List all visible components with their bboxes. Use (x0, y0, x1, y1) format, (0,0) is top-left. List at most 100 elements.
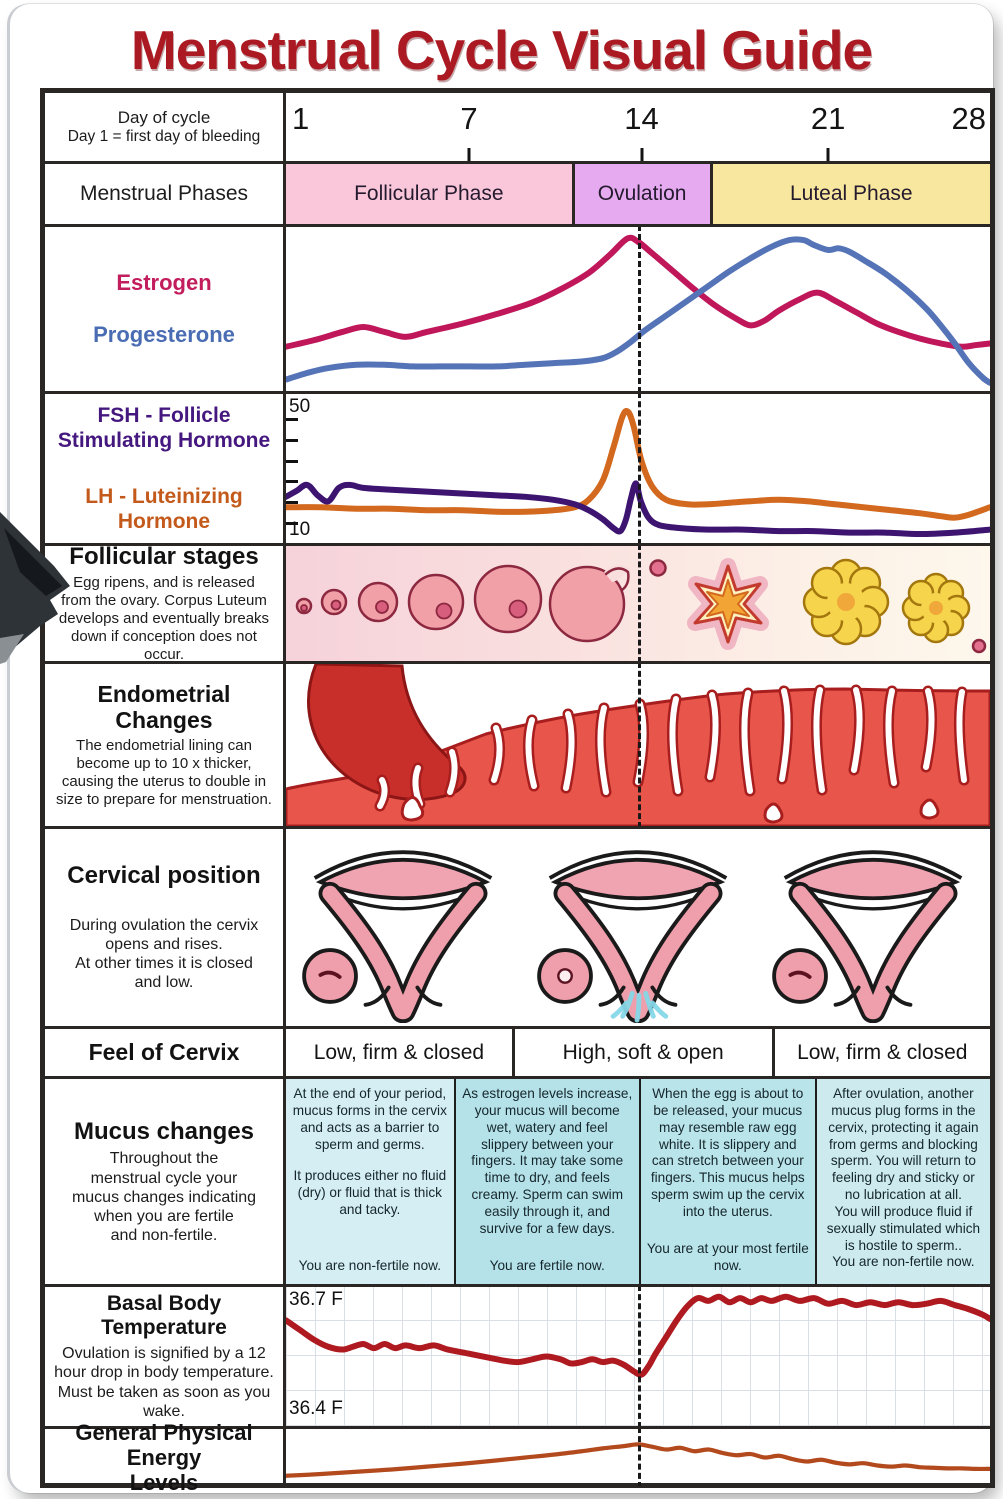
day-of-cycle-line2: Day 1 = first day of bleeding (67, 127, 261, 145)
cycle-table: Day of cycle Day 1 = first day of bleedi… (40, 88, 995, 1495)
row-basal-body-temperature: Basal Body Temperature Ovulation is sign… (45, 1287, 990, 1429)
feel-cell-luteal: Low, firm & closed (797, 1040, 968, 1064)
endometrial-illustration (286, 664, 990, 826)
estrogen-progesterone-chart (286, 234, 990, 386)
fsh-lh-label: FSH - Follicle Stimulating Hormone LH - … (45, 394, 286, 543)
cervical-body: During ovulation the cervix opens and ri… (69, 916, 259, 992)
feel-of-cervix-label: Feel of Cervix (45, 1029, 286, 1076)
mucus-4-p1: After ovulation, another mucus plug form… (828, 1086, 979, 1203)
day-14-tick (640, 148, 644, 161)
mucus-4-footer: You are non-fertile now. (832, 1254, 975, 1270)
bbt-label: Basal Body Temperature Ovulation is sign… (45, 1287, 286, 1426)
mucus-2-footer: You are fertile now. (489, 1258, 605, 1274)
day-28: 28 (951, 101, 986, 136)
cervical-illustrations (286, 829, 990, 1026)
feel-of-cervix-title: Feel of Cervix (88, 1039, 240, 1066)
energy-label: General Physical Energy Levels (45, 1420, 286, 1495)
day-numbers: 1 7 14 21 28 (286, 93, 990, 161)
phase-ovulation: Ovulation (574, 164, 713, 224)
follicular-stages-illustration (286, 546, 990, 661)
ovulation-dashed-line (638, 664, 641, 826)
endometrial-body: The endometrial lining can become up to … (56, 737, 272, 809)
ovulation-dashed-line (638, 394, 641, 543)
axis-tick (286, 501, 298, 505)
row-feel-of-cervix: Feel of Cervix Low, firm & closed High, … (45, 1029, 990, 1079)
bbt-chart-cell: 36.7 F 36.4 F (286, 1287, 990, 1426)
mucus-title: Mucus changes (73, 1117, 255, 1145)
mucus-cell-1: At the end of your period, mucus forms i… (286, 1079, 456, 1284)
bbt-body: Ovulation is signified by a 12 hour drop… (54, 1345, 274, 1420)
energy-chart-cell (286, 1429, 990, 1486)
row-mucus-changes: Mucus changes Throughout the menstrual c… (45, 1079, 990, 1287)
axis-tick (286, 522, 298, 526)
mucus-2-p1: As estrogen levels increase, your mucus … (462, 1086, 633, 1236)
day-1: 1 (292, 101, 310, 136)
mucus-4-p2: You will produce fluid if sexually stimu… (826, 1203, 981, 1253)
fsh-label: FSH - Follicle Stimulating Hormone (57, 404, 271, 453)
follicular-stages-title: Follicular stages (69, 542, 259, 570)
menstrual-phases-text: Menstrual Phases (79, 182, 249, 206)
energy-chart (286, 1442, 990, 1478)
row-follicular-stages: Follicular stages Egg ripens, and is rel… (45, 542, 990, 664)
progesterone-label: Progesterone (93, 322, 235, 347)
endometrial-title: Endometrial Changes (97, 680, 231, 733)
row-cervical-position: Cervical position During ovulation the c… (45, 829, 990, 1029)
row-fsh-lh: FSH - Follicle Stimulating Hormone LH - … (45, 394, 990, 546)
menstrual-phases-label: Menstrual Phases (45, 164, 286, 224)
cervical-title: Cervical position (67, 862, 261, 890)
day-7-tick (467, 148, 471, 161)
day-21-tick (826, 148, 830, 161)
bbt-axis-top: 36.7 F (289, 1289, 343, 1310)
hormones-label: Estrogen Progesterone (45, 227, 286, 391)
feel-cell-follicular: Low, firm & closed (286, 1029, 515, 1076)
day-21: 21 (810, 101, 846, 136)
feel-cell-ovulation: High, soft & open (515, 1029, 775, 1076)
mucus-body: Throughout the menstrual cycle your mucu… (71, 1150, 257, 1245)
phase-bands: Follicular Phase Ovulation Luteal Phase (286, 164, 990, 224)
fsh-lh-chart (286, 407, 990, 538)
follicular-stages-body: Egg ripens, and is released from the ova… (58, 574, 270, 664)
ovulation-dashed-line (638, 1429, 641, 1486)
day-7: 7 (460, 101, 478, 136)
mucus-cell-2: As estrogen levels increase, your mucus … (455, 1079, 641, 1284)
poster-title: Menstrual Cycle Visual Guide (130, 19, 873, 81)
uterus-illustration-ovulation (529, 832, 747, 1024)
row-day-of-cycle: Day of cycle Day 1 = first day of bleedi… (45, 93, 990, 164)
fsh-axis-top: 50 (289, 396, 311, 417)
row-menstrual-phases: Menstrual Phases Follicular Phase Ovulat… (45, 164, 990, 227)
hormones-chart-cell (286, 227, 990, 391)
photo-corner-artifact (0, 512, 70, 664)
bbt-title: Basal Body Temperature (101, 1291, 227, 1340)
mucus-1-p1: At the end of your period, mucus forms i… (292, 1086, 447, 1152)
lh-label: LH - Luteinizing Hormone (85, 484, 243, 533)
poster-sign: Menstrual Cycle Visual Guide Day of cycl… (10, 4, 995, 1495)
day-of-cycle-label: Day of cycle Day 1 = first day of bleedi… (45, 93, 286, 161)
ovulation-dashed-line (638, 1287, 641, 1426)
ovulation-dashed-line (638, 546, 641, 661)
axis-tick (286, 480, 298, 484)
estrogen-label: Estrogen (116, 270, 212, 295)
row-energy-levels: General Physical Energy Levels (45, 1420, 990, 1495)
row-hormones: Estrogen Progesterone (45, 227, 990, 394)
feel-of-cervix-cells: Low, firm & closed High, soft & open Low… (286, 1029, 990, 1076)
mucus-cell-3: When the egg is about to be released, yo… (640, 1079, 817, 1284)
bbt-chart (286, 1293, 990, 1378)
uterus-illustration-follicular (294, 832, 512, 1024)
endometrial-label: Endometrial Changes The endometrial lini… (45, 664, 286, 826)
cervical-label: Cervical position During ovulation the c… (45, 829, 286, 1026)
axis-tick (286, 417, 298, 421)
phase-luteal: Luteal Phase (712, 164, 990, 224)
row-endometrial-changes: Endometrial Changes The endometrial lini… (45, 664, 990, 829)
bbt-axis-bottom: 36.4 F (289, 1398, 343, 1419)
mucus-cells: At the end of your period, mucus forms i… (286, 1079, 990, 1284)
uterus-illustration-luteal (764, 832, 982, 1024)
mucus-label: Mucus changes Throughout the menstrual c… (45, 1079, 286, 1284)
ovulation-dashed-line (638, 227, 641, 391)
mucus-cell-4: After ovulation, another mucus plug form… (816, 1079, 990, 1284)
mucus-1-footer: You are non-fertile now. (298, 1258, 441, 1274)
axis-tick (286, 438, 298, 442)
fsh-lh-chart-cell: 50 10 (286, 394, 990, 543)
follicular-stages-label: Follicular stages Egg ripens, and is rel… (45, 542, 286, 664)
mucus-1-p2: It produces either no fluid (dry) or flu… (293, 1168, 447, 1218)
axis-tick (286, 459, 298, 463)
